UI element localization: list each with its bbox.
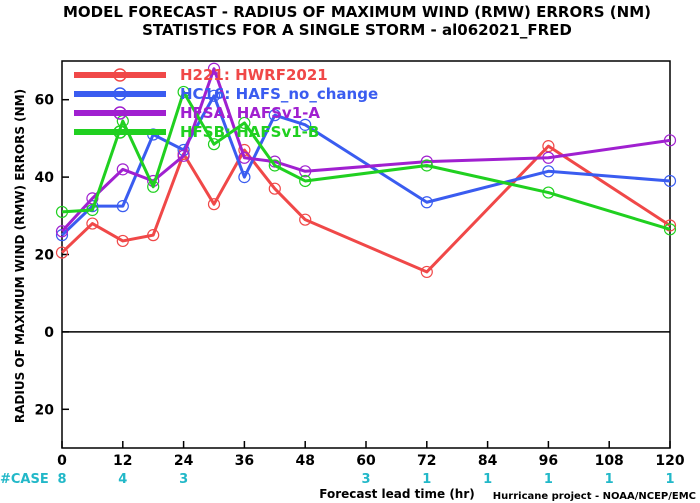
y-axis: 20 0 20 40 60	[35, 93, 69, 418]
case-label: #CASE	[0, 472, 49, 487]
credit-text: Hurricane project - NOAA/NCEP/EMC	[493, 491, 696, 502]
series-1	[55, 140, 677, 279]
legend-label: HC16: HAFS_no_change	[180, 85, 378, 103]
legend-marker	[113, 68, 127, 82]
data-point	[207, 89, 221, 102]
data-point	[207, 62, 221, 75]
data-point	[420, 265, 433, 279]
plot-frame	[61, 60, 671, 449]
chart-subtitle: STATISTICS FOR A SINGLE STORM - al062021…	[142, 21, 572, 39]
case-count: 3	[361, 472, 370, 487]
legend-marker	[113, 106, 127, 120]
x-tick-label: 48	[295, 453, 314, 469]
case-count: 8	[57, 472, 66, 487]
x-tick-label: 96	[539, 453, 558, 469]
x-tick-label: 84	[478, 453, 498, 469]
data-point	[177, 149, 190, 162]
data-point	[663, 134, 677, 147]
case-count: 4	[118, 472, 127, 487]
legend-item: HC16: HAFS_no_change	[74, 85, 378, 103]
x-tick-label: 12	[113, 453, 132, 469]
y-tick-label: 40	[35, 170, 55, 186]
y-axis-label: RADIUS OF MAXIMUM WIND (RMW) ERRORS (NM)	[13, 89, 27, 423]
data-point	[299, 118, 312, 131]
x-tick-label: 24	[174, 453, 194, 469]
data-point	[238, 151, 251, 164]
data-point	[116, 200, 129, 213]
case-count: 1	[422, 472, 431, 487]
data-point	[238, 116, 251, 130]
case-count: 1	[605, 472, 614, 487]
data-point	[299, 165, 312, 178]
data-point	[238, 171, 251, 184]
data-point	[420, 159, 433, 172]
data-point	[268, 182, 281, 195]
legend-label: HFSA: HAFSv1-A	[180, 104, 320, 122]
x-tick-label: 36	[235, 453, 254, 469]
series-4	[55, 85, 677, 236]
case-count: 1	[544, 472, 553, 487]
legend-item: HFSB: HAFSv1-B	[74, 123, 319, 141]
legend-label: H221: HWRF2021	[180, 66, 328, 84]
data-point	[55, 205, 69, 219]
case-count: 3	[179, 472, 188, 487]
data-point	[542, 151, 555, 164]
series-2	[55, 89, 677, 242]
data-point	[147, 180, 160, 193]
data-point	[420, 155, 433, 168]
data-point	[207, 198, 221, 211]
x-tick-label: 0	[57, 453, 67, 469]
data-point	[86, 217, 99, 230]
case-count: 1	[483, 472, 492, 487]
data-point	[116, 163, 129, 176]
data-point	[420, 196, 433, 209]
data-point	[299, 174, 312, 188]
series-line	[60, 67, 671, 233]
data-point	[663, 174, 677, 188]
y-tick-label: 20	[35, 402, 55, 418]
series-3	[55, 62, 677, 238]
x-axis: 0 12 24 36 48 60 72 84 96 108 120	[57, 441, 685, 469]
legend-item: H221: HWRF2021	[74, 66, 328, 84]
data-point	[299, 213, 312, 226]
y-tick-label: 20	[35, 248, 55, 264]
x-tick-label: 108	[595, 453, 624, 469]
data-point	[663, 219, 677, 232]
chart-title: MODEL FORECAST - RADIUS OF MAXIMUM WIND …	[63, 3, 651, 21]
y-tick-label: 0	[44, 325, 54, 341]
data-point	[663, 223, 677, 236]
series-layer	[55, 62, 677, 279]
case-count: 1	[665, 472, 674, 487]
data-point	[542, 165, 555, 178]
data-point	[542, 186, 555, 199]
data-point	[86, 203, 99, 217]
x-axis-label: Forecast lead time (hr)	[319, 487, 475, 501]
legend-item: HFSA: HAFSv1-A	[74, 104, 320, 122]
data-point	[55, 225, 69, 238]
legend-marker	[113, 125, 127, 139]
data-point	[116, 234, 129, 248]
data-point	[207, 138, 221, 151]
x-tick-label: 72	[417, 453, 436, 469]
x-tick-label: 120	[655, 453, 684, 469]
series-line	[61, 90, 671, 231]
data-point	[542, 140, 555, 153]
legend-label: HFSB: HAFSv1-B	[180, 123, 319, 141]
data-point	[268, 109, 281, 122]
data-point	[268, 159, 281, 172]
data-point	[147, 229, 160, 242]
data-point	[177, 85, 190, 99]
x-tick-label: 60	[356, 453, 376, 469]
legend-marker	[113, 87, 127, 101]
data-point	[55, 246, 69, 259]
y-tick-label: 60	[35, 93, 55, 109]
case-counts: 8 4 3 3 1 1 1 1 1	[57, 472, 674, 487]
